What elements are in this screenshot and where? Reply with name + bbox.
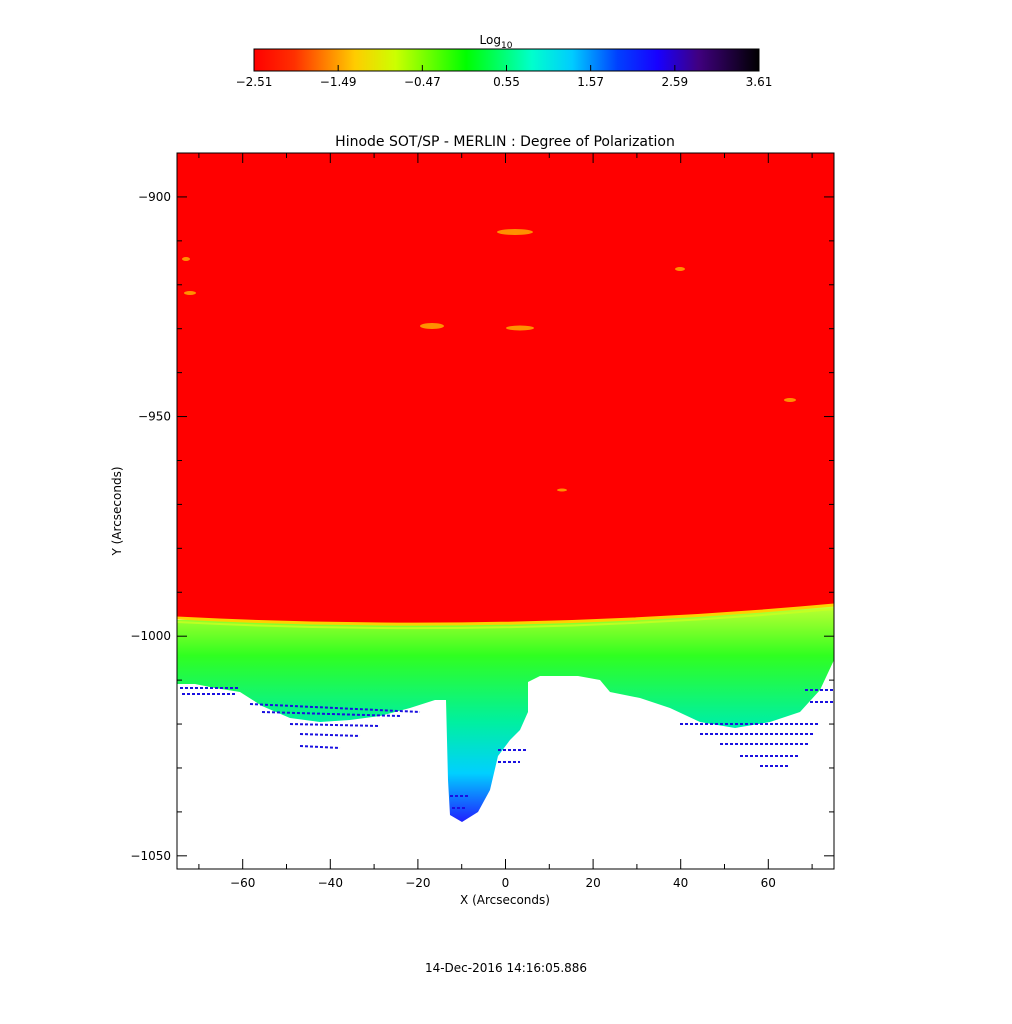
y-tick-label: −900 bbox=[138, 190, 171, 204]
x-axis-label: X (Arcseconds) bbox=[460, 893, 550, 907]
colorbar-tick-label: 0.55 bbox=[493, 75, 520, 89]
off-limb-region bbox=[177, 600, 834, 822]
colorbar-tick-label: 2.59 bbox=[661, 75, 688, 89]
x-tick-label: 60 bbox=[761, 876, 776, 890]
timestamp: 14-Dec-2016 14:16:05.886 bbox=[424, 961, 588, 975]
polarization-map bbox=[177, 153, 834, 869]
solar-disk bbox=[177, 153, 834, 625]
x-axis: −60 −40 −20 0 20 40 60 bbox=[198, 153, 813, 890]
y-tick-label: −950 bbox=[138, 410, 171, 424]
disk-features bbox=[182, 229, 796, 492]
chart-title: Hinode SOT/SP - MERLIN : Degree of Polar… bbox=[335, 134, 675, 150]
limb-edge bbox=[177, 603, 834, 626]
off-limb-fringe bbox=[180, 687, 834, 809]
colorbar-title: Log10 bbox=[480, 33, 513, 51]
x-tick-label: 0 bbox=[502, 876, 510, 890]
x-tick-label: −20 bbox=[405, 876, 430, 890]
x-tick-label: 40 bbox=[673, 876, 688, 890]
colorbar-ticks: −2.51 −1.49 −0.47 0.55 1.57 2.59 3.61 bbox=[236, 65, 773, 89]
y-tick-label: −1000 bbox=[130, 629, 171, 643]
x-tick-label: −40 bbox=[318, 876, 343, 890]
x-tick-label: −60 bbox=[230, 876, 255, 890]
colorbar-tick-label: −2.51 bbox=[236, 75, 273, 89]
colorbar-tick-label: 3.61 bbox=[746, 75, 773, 89]
colorbar-tick-label: 1.57 bbox=[577, 75, 604, 89]
y-axis: −900 −950 −1000 −1050 bbox=[130, 152, 834, 863]
x-tick-label: 20 bbox=[585, 876, 600, 890]
colorbar: Log10 −2.51 −1.49 −0.47 0.55 1.57 2.59 3.61 bbox=[236, 33, 773, 89]
colorbar-tick-label: −1.49 bbox=[320, 75, 357, 89]
y-tick-label: −1050 bbox=[130, 849, 171, 863]
colorbar-tick-label: −0.47 bbox=[404, 75, 441, 89]
y-axis-label: Y (Arcseconds) bbox=[110, 466, 124, 556]
